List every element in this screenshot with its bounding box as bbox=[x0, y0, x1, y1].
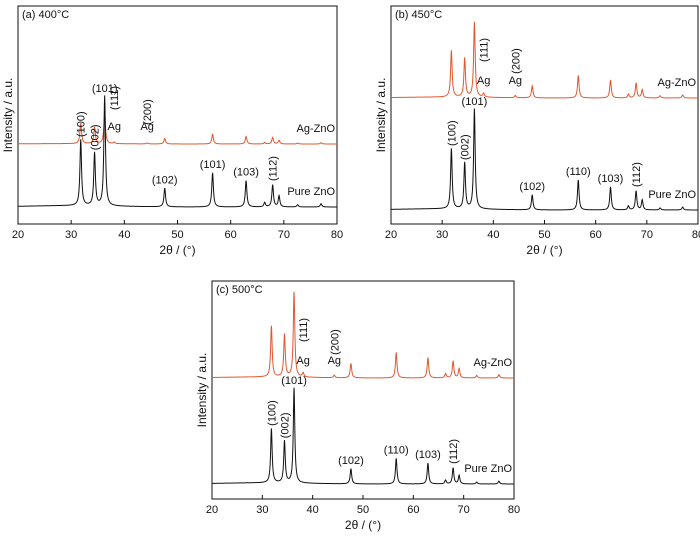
series-line-pure-zno bbox=[211, 387, 514, 485]
series-line-pure-zno bbox=[18, 95, 337, 208]
series-line-ag-zno bbox=[212, 291, 514, 379]
series-line-ag-zno bbox=[18, 113, 337, 145]
peak-label: (111) bbox=[298, 318, 310, 342]
series-name: Ag-ZnO bbox=[657, 77, 696, 89]
peak-label: (200) bbox=[142, 99, 154, 125]
peak-label: Ag bbox=[509, 75, 522, 87]
peak-label: Ag bbox=[140, 121, 153, 133]
peak-label: (200) bbox=[510, 48, 522, 74]
series-line-ag-zno bbox=[391, 21, 699, 99]
x-tick-label: 30 bbox=[436, 229, 448, 241]
panel-title: (b) 450°C bbox=[395, 9, 442, 21]
peak-label: (101) bbox=[200, 159, 226, 171]
series-name: Pure ZnO bbox=[287, 186, 335, 198]
peak-label: (002) bbox=[279, 413, 291, 439]
peak-label: (110) bbox=[566, 166, 591, 178]
peak-label: (103) bbox=[598, 173, 624, 185]
x-tick-label: 60 bbox=[407, 504, 419, 516]
x-tick-label: 80 bbox=[508, 504, 520, 516]
x-tick-label: 30 bbox=[65, 229, 77, 241]
x-tick-label: 20 bbox=[385, 229, 397, 241]
peak-label: (110) bbox=[384, 444, 409, 456]
peak-label: (102) bbox=[519, 181, 545, 193]
peak-label: (101) bbox=[281, 375, 307, 387]
x-tick-label: 60 bbox=[225, 229, 237, 241]
x-tick-label: 80 bbox=[331, 229, 343, 241]
x-tick-label: 40 bbox=[487, 229, 499, 241]
y-axis-label: Intensity / a.u. bbox=[1, 78, 15, 153]
peak-label: (112) bbox=[448, 439, 460, 464]
peak-label: (111) bbox=[479, 38, 491, 62]
x-tick-label: 50 bbox=[538, 229, 550, 241]
x-tick-label: 20 bbox=[206, 504, 218, 516]
x-tick-label: 30 bbox=[256, 504, 268, 516]
peak-label: Ag bbox=[107, 121, 120, 133]
peak-label: (100) bbox=[76, 111, 88, 137]
peak-label: (002) bbox=[90, 125, 102, 151]
peak-label: Ag bbox=[296, 355, 309, 367]
peak-label: (103) bbox=[415, 449, 441, 461]
x-tick-label: 80 bbox=[692, 229, 700, 241]
series-name: Pure ZnO bbox=[464, 463, 512, 475]
series-name: Ag-ZnO bbox=[296, 123, 335, 135]
peak-label: (112) bbox=[631, 162, 643, 187]
series-name: Pure ZnO bbox=[648, 189, 696, 201]
peak-label: (101) bbox=[462, 96, 488, 108]
x-tick-label: 70 bbox=[458, 504, 470, 516]
peak-label: (200) bbox=[329, 329, 341, 355]
x-axis-label: 2θ / (°) bbox=[345, 518, 381, 532]
x-tick-label: 50 bbox=[171, 229, 183, 241]
x-tick-label: 70 bbox=[641, 229, 653, 241]
peak-label: (102) bbox=[152, 174, 178, 186]
x-tick-label: 20 bbox=[12, 229, 24, 241]
peak-label: (002) bbox=[460, 134, 472, 160]
peak-label: (103) bbox=[233, 167, 259, 179]
series-line-pure-zno bbox=[390, 108, 698, 211]
panel-title: (c) 500°C bbox=[216, 284, 263, 296]
peak-label: Ag bbox=[477, 75, 490, 87]
peak-label: (101) bbox=[92, 83, 118, 95]
peak-label: Ag bbox=[328, 355, 341, 367]
x-tick-label: 70 bbox=[278, 229, 290, 241]
peak-label: (111) bbox=[109, 86, 121, 110]
peak-label: (100) bbox=[446, 120, 458, 146]
x-axis-label: 2θ / (°) bbox=[526, 243, 562, 257]
x-tick-label: 40 bbox=[307, 504, 319, 516]
series-name: Ag-ZnO bbox=[473, 357, 512, 369]
x-axis-label: 2θ / (°) bbox=[159, 243, 195, 257]
x-tick-label: 40 bbox=[118, 229, 130, 241]
y-axis-label: Intensity / a.u. bbox=[195, 353, 209, 428]
panel-title: (a) 400°C bbox=[22, 9, 69, 21]
peak-label: (102) bbox=[338, 455, 364, 467]
peak-label: (100) bbox=[266, 400, 278, 426]
panel-500c: 20 30 40 50 60 70 80 (c) 500°C 2θ / (°) Intensity… bbox=[195, 280, 520, 532]
panel-450c: 20 30 40 50 60 70 80 (b) 450°C 2θ / (°) Intensity… bbox=[374, 5, 700, 257]
peak-label: (112) bbox=[268, 156, 280, 181]
panel-400c: 20 30 40 50 60 70 80 (a) 400°C 2θ / (°) Intensity… bbox=[1, 5, 343, 257]
x-tick-label: 50 bbox=[357, 504, 369, 516]
y-axis-label: Intensity / a.u. bbox=[374, 78, 388, 153]
x-tick-label: 60 bbox=[590, 229, 602, 241]
